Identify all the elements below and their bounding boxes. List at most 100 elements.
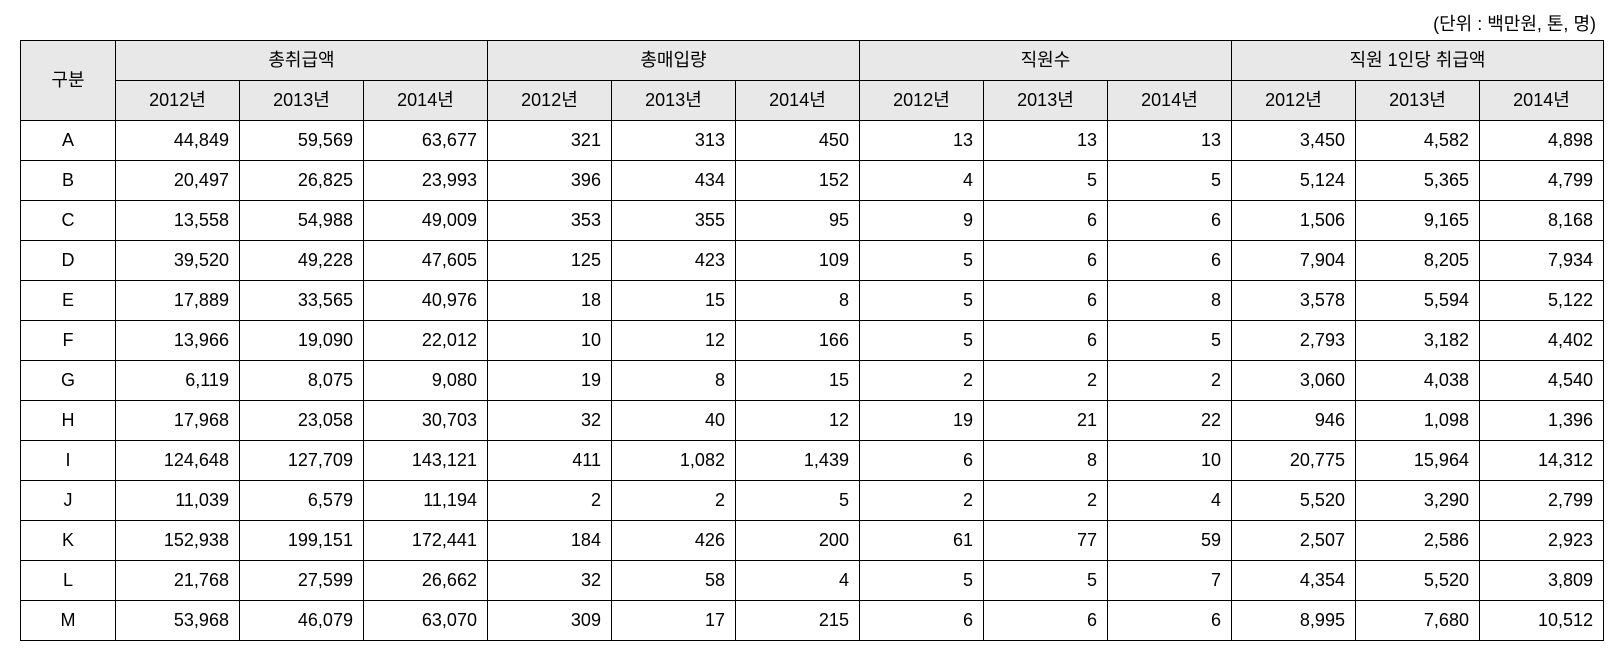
- data-cell: 152: [735, 161, 859, 201]
- data-cell: 6,579: [239, 481, 363, 521]
- data-cell: 5: [735, 481, 859, 521]
- header-year: 2013년: [239, 81, 363, 121]
- row-label: I: [21, 441, 116, 481]
- row-label: A: [21, 121, 116, 161]
- data-cell: 19: [487, 361, 611, 401]
- data-cell: 1,439: [735, 441, 859, 481]
- data-cell: 3,809: [1479, 561, 1603, 601]
- table-row: H17,96823,05830,7033240121921229461,0981…: [21, 401, 1604, 441]
- header-group-3: 직원 1인당 취급액: [1231, 41, 1603, 81]
- data-cell: 166: [735, 321, 859, 361]
- data-cell: 13: [859, 121, 983, 161]
- data-cell: 6: [983, 321, 1107, 361]
- data-cell: 321: [487, 121, 611, 161]
- data-cell: 17,968: [115, 401, 239, 441]
- data-cell: 21,768: [115, 561, 239, 601]
- table-row: K152,938199,151172,4411844262006177592,5…: [21, 521, 1604, 561]
- data-cell: 63,677: [363, 121, 487, 161]
- table-row: B20,49726,82523,9933964341524555,1245,36…: [21, 161, 1604, 201]
- header-gubun: 구분: [21, 41, 116, 121]
- data-cell: 19,090: [239, 321, 363, 361]
- header-row-2: 2012년2013년2014년2012년2013년2014년2012년2013년…: [21, 81, 1604, 121]
- data-cell: 4,898: [1479, 121, 1603, 161]
- unit-label: (단위 : 백만원, 톤, 명): [20, 10, 1604, 36]
- data-cell: 5: [859, 321, 983, 361]
- table-row: A44,84959,56963,6773213134501313133,4504…: [21, 121, 1604, 161]
- data-cell: 6: [1107, 241, 1231, 281]
- header-year: 2012년: [487, 81, 611, 121]
- table-row: F13,96619,09022,01210121665652,7933,1824…: [21, 321, 1604, 361]
- data-cell: 8: [735, 281, 859, 321]
- data-cell: 58: [611, 561, 735, 601]
- data-cell: 309: [487, 601, 611, 641]
- data-cell: 450: [735, 121, 859, 161]
- header-year: 2012년: [859, 81, 983, 121]
- data-cell: 33,565: [239, 281, 363, 321]
- data-cell: 5,124: [1231, 161, 1355, 201]
- data-cell: 199,151: [239, 521, 363, 561]
- header-year: 2014년: [1107, 81, 1231, 121]
- data-cell: 4: [735, 561, 859, 601]
- data-cell: 20,775: [1231, 441, 1355, 481]
- data-cell: 9,080: [363, 361, 487, 401]
- header-year: 2014년: [363, 81, 487, 121]
- data-cell: 2,923: [1479, 521, 1603, 561]
- header-group-2: 직원수: [859, 41, 1231, 81]
- data-cell: 27,599: [239, 561, 363, 601]
- row-label: E: [21, 281, 116, 321]
- data-cell: 9,165: [1355, 201, 1479, 241]
- data-cell: 5,594: [1355, 281, 1479, 321]
- data-cell: 46,079: [239, 601, 363, 641]
- header-year: 2012년: [115, 81, 239, 121]
- data-cell: 26,662: [363, 561, 487, 601]
- data-cell: 411: [487, 441, 611, 481]
- data-cell: 12: [735, 401, 859, 441]
- data-cell: 127,709: [239, 441, 363, 481]
- row-label: B: [21, 161, 116, 201]
- row-label: M: [21, 601, 116, 641]
- data-cell: 13: [983, 121, 1107, 161]
- data-cell: 6: [983, 601, 1107, 641]
- data-cell: 3,060: [1231, 361, 1355, 401]
- data-cell: 15: [735, 361, 859, 401]
- data-cell: 8: [1107, 281, 1231, 321]
- row-label: G: [21, 361, 116, 401]
- data-cell: 1,098: [1355, 401, 1479, 441]
- data-cell: 946: [1231, 401, 1355, 441]
- data-cell: 11,194: [363, 481, 487, 521]
- data-cell: 19: [859, 401, 983, 441]
- row-label: D: [21, 241, 116, 281]
- data-cell: 4: [859, 161, 983, 201]
- data-cell: 53,968: [115, 601, 239, 641]
- header-group-0: 총취급액: [115, 41, 487, 81]
- data-cell: 152,938: [115, 521, 239, 561]
- data-cell: 10: [487, 321, 611, 361]
- data-cell: 426: [611, 521, 735, 561]
- header-year: 2013년: [983, 81, 1107, 121]
- data-cell: 22,012: [363, 321, 487, 361]
- header-year: 2014년: [735, 81, 859, 121]
- data-cell: 10,512: [1479, 601, 1603, 641]
- row-label: H: [21, 401, 116, 441]
- data-cell: 5: [983, 161, 1107, 201]
- data-cell: 8,205: [1355, 241, 1479, 281]
- data-cell: 3,182: [1355, 321, 1479, 361]
- header-year: 2012년: [1231, 81, 1355, 121]
- data-cell: 13: [1107, 121, 1231, 161]
- data-cell: 30,703: [363, 401, 487, 441]
- header-group-1: 총매입량: [487, 41, 859, 81]
- data-cell: 3,450: [1231, 121, 1355, 161]
- data-cell: 2,799: [1479, 481, 1603, 521]
- table-row: I124,648127,709143,1214111,0821,43968102…: [21, 441, 1604, 481]
- data-cell: 5: [859, 561, 983, 601]
- table-row: C13,55854,98849,009353355959661,5069,165…: [21, 201, 1604, 241]
- data-cell: 21: [983, 401, 1107, 441]
- data-cell: 9: [859, 201, 983, 241]
- data-table: 구분 총취급액 총매입량 직원수 직원 1인당 취급액 2012년2013년20…: [20, 40, 1604, 641]
- data-cell: 6,119: [115, 361, 239, 401]
- header-year: 2013년: [1355, 81, 1479, 121]
- data-cell: 6: [859, 441, 983, 481]
- data-cell: 12: [611, 321, 735, 361]
- data-cell: 2: [1107, 361, 1231, 401]
- data-cell: 396: [487, 161, 611, 201]
